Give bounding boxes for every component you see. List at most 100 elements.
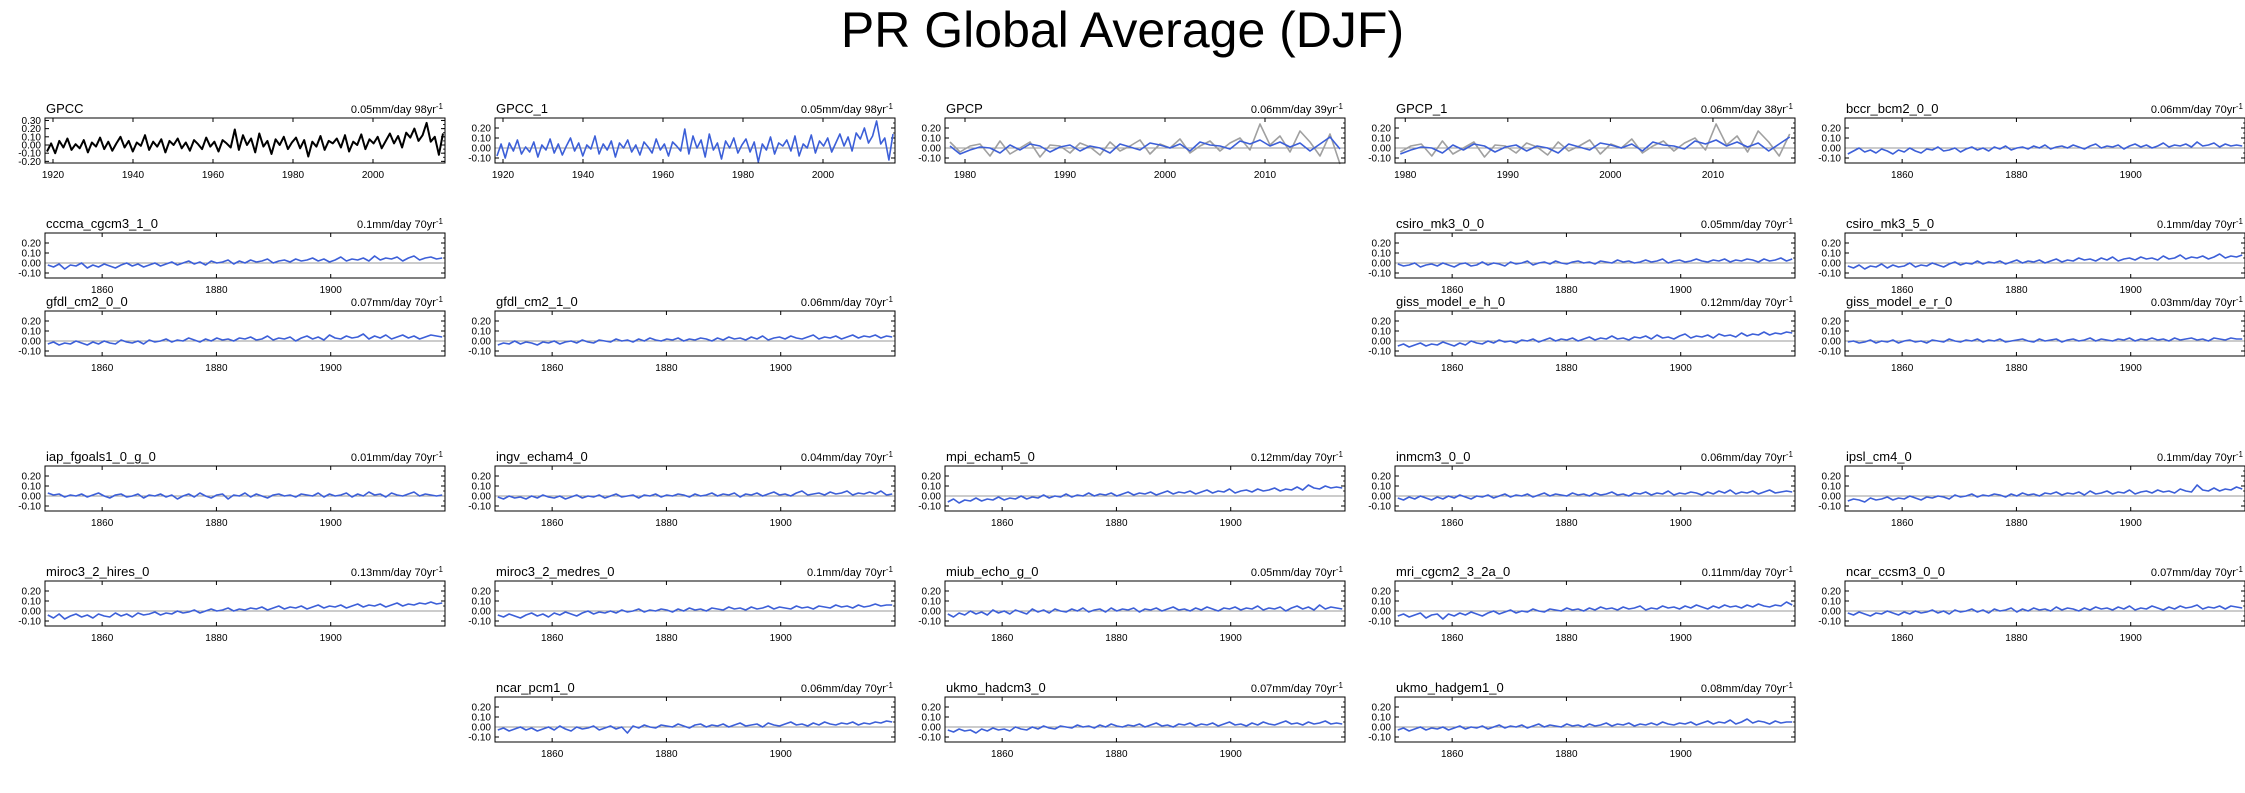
y-tick-label: -0.10 <box>918 502 941 513</box>
y-tick-label: 0.00 <box>1822 492 1842 503</box>
x-tick-label: 1900 <box>320 518 343 529</box>
y-tick-label: 0.00 <box>22 607 42 618</box>
x-tick-label: 1900 <box>320 633 343 644</box>
series-line-csiro_mk3_5_0 <box>1847 253 2243 270</box>
y-tick-label: -0.10 <box>468 617 491 628</box>
trend-superscript: -1 <box>436 217 444 226</box>
x-tick-label: 1860 <box>91 518 114 529</box>
series-line-ingv_echam4_0 <box>497 490 893 500</box>
y-tick-label: -0.10 <box>18 269 41 280</box>
panel-trend: 0.05mm/day 70yr-1 <box>1701 217 1794 232</box>
panel-title: ukmo_hadcm3_0 <box>946 680 1046 695</box>
y-tick-label: 0.00 <box>1822 337 1842 348</box>
panel-trend: 0.06mm/day 70yr-1 <box>801 681 894 696</box>
x-tick-label: 1880 <box>2005 285 2028 296</box>
x-tick-label: 1900 <box>1670 633 1693 644</box>
y-tick-label: 0.20 <box>1372 239 1392 250</box>
panel-mri_cgcm2_3_2a_0: mri_cgcm2_3_2a_0 0.11mm/day 70yr-1 0.200.1… <box>1368 564 1796 644</box>
panel-title: GPCC <box>46 101 84 116</box>
y-tick-label: -0.10 <box>18 149 41 160</box>
x-tick-label: 1920 <box>492 170 515 181</box>
trend-superscript: -1 <box>886 102 894 111</box>
x-tick-label: 1960 <box>202 170 225 181</box>
x-tick-label: 1940 <box>122 170 145 181</box>
y-tick-label: 0.10 <box>1372 482 1392 493</box>
panel-trend: 0.08mm/day 70yr-1 <box>1701 681 1794 696</box>
trend-superscript: -1 <box>1336 102 1344 111</box>
x-tick-label: 1880 <box>205 518 228 529</box>
trend-superscript: -1 <box>886 681 894 690</box>
y-tick-label: -0.10 <box>468 347 491 358</box>
panel-title: giss_model_e_h_0 <box>1396 294 1505 309</box>
y-tick-label: -0.10 <box>468 154 491 165</box>
series-line-miroc3_2_hires_0 <box>47 601 443 620</box>
x-tick-label: 1860 <box>991 749 1014 760</box>
x-tick-label: 1880 <box>2005 363 2028 374</box>
y-tick-label: 0.10 <box>1372 597 1392 608</box>
x-tick-label: 1980 <box>732 170 755 181</box>
x-tick-label: 1880 <box>1105 633 1128 644</box>
panel-miroc3_2_hires_0: miroc3_2_hires_0 0.13mm/day 70yr-1 0.200.1… <box>18 564 446 644</box>
panel-title: ukmo_hadgem1_0 <box>1396 680 1504 695</box>
y-tick-label: 0.00 <box>472 723 492 734</box>
y-tick-label: 0.20 <box>922 472 942 483</box>
y-tick-label: 0.20 <box>22 587 42 598</box>
panel-giss_model_e_h_0: giss_model_e_h_0 0.12mm/day 70yr-1 0.200.1… <box>1368 294 1796 374</box>
x-tick-label: 2000 <box>362 170 385 181</box>
y-tick-label: 0.20 <box>1822 472 1842 483</box>
trend-superscript: -1 <box>1336 681 1344 690</box>
x-tick-label: 1980 <box>1394 170 1417 181</box>
panel-trend: 0.01mm/day 70yr-1 <box>351 450 444 465</box>
series-line-gfdl_cm2_1_0 <box>497 334 893 346</box>
y-tick-label: -0.10 <box>1818 617 1841 628</box>
y-tick-label: -0.10 <box>18 502 41 513</box>
trend-superscript: -1 <box>886 450 894 459</box>
trend-superscript: -1 <box>2236 217 2244 226</box>
y-tick-label: 0.00 <box>1372 492 1392 503</box>
y-tick-label: 0.10 <box>22 132 42 143</box>
y-tick-label: 0.10 <box>922 482 942 493</box>
x-tick-label: 1860 <box>991 518 1014 529</box>
panel-frame <box>1394 465 1796 512</box>
series-line-ukmo_hadgem1_0 <box>1397 718 1793 732</box>
panel-bccr_bcm2_0_0: bccr_bcm2_0_0 0.06mm/day 70yr-1 0.200.100.… <box>1818 101 2245 181</box>
panel-title: ncar_pcm1_0 <box>496 680 575 695</box>
series-line-gpcp_obs <box>949 123 1341 165</box>
panel-trend: 0.1mm/day 70yr-1 <box>357 217 444 232</box>
x-tick-label: 1880 <box>655 633 678 644</box>
y-tick-label: 0.00 <box>922 492 942 503</box>
panel-frame <box>1844 232 2245 279</box>
x-tick-label: 1900 <box>2120 170 2143 181</box>
x-tick-label: 2000 <box>1599 170 1622 181</box>
trend-superscript: -1 <box>1786 450 1794 459</box>
y-tick-label: 0.20 <box>1822 124 1842 135</box>
x-tick-label: 1880 <box>1105 749 1128 760</box>
y-tick-label: 0.00 <box>1822 144 1842 155</box>
x-tick-label: 1900 <box>320 285 343 296</box>
panel-title: giss_model_e_r_0 <box>1846 294 1952 309</box>
y-tick-label: 0.00 <box>922 607 942 618</box>
trend-superscript: -1 <box>886 565 894 574</box>
x-tick-label: 1920 <box>42 170 65 181</box>
x-tick-label: 1900 <box>2120 285 2143 296</box>
x-tick-label: 1860 <box>91 285 114 296</box>
x-tick-label: 1900 <box>770 363 793 374</box>
panel-frame <box>494 696 896 743</box>
y-tick-label: 0.10 <box>1372 134 1392 145</box>
trend-superscript: -1 <box>1336 450 1344 459</box>
x-tick-label: 1880 <box>1555 518 1578 529</box>
panel-title: miroc3_2_medres_0 <box>496 564 615 579</box>
x-tick-label: 2010 <box>1254 170 1277 181</box>
panel-frame <box>1844 580 2245 627</box>
y-tick-label: 0.20 <box>22 239 42 250</box>
trend-superscript: -1 <box>436 450 444 459</box>
series-line-bccr_bcm2_0_0 <box>1847 141 2243 155</box>
y-tick-label: 0.20 <box>22 124 42 135</box>
panel-title: gfdl_cm2_1_0 <box>496 294 578 309</box>
panel-ncar_pcm1_0: ncar_pcm1_0 0.06mm/day 70yr-1 0.200.100.00… <box>468 680 896 760</box>
panel-ipsl_cm4_0: ipsl_cm4_0 0.1mm/day 70yr-1 0.200.100.00-0… <box>1818 449 2245 529</box>
panel-gpcc_1: GPCC_1 0.05mm/day 98yr-1 0.200.100.00-0.10… <box>468 101 896 181</box>
y-tick-label: 0.10 <box>1372 327 1392 338</box>
series-line-gfdl_cm2_0_0 <box>47 333 443 346</box>
panel-title: miroc3_2_hires_0 <box>46 564 149 579</box>
